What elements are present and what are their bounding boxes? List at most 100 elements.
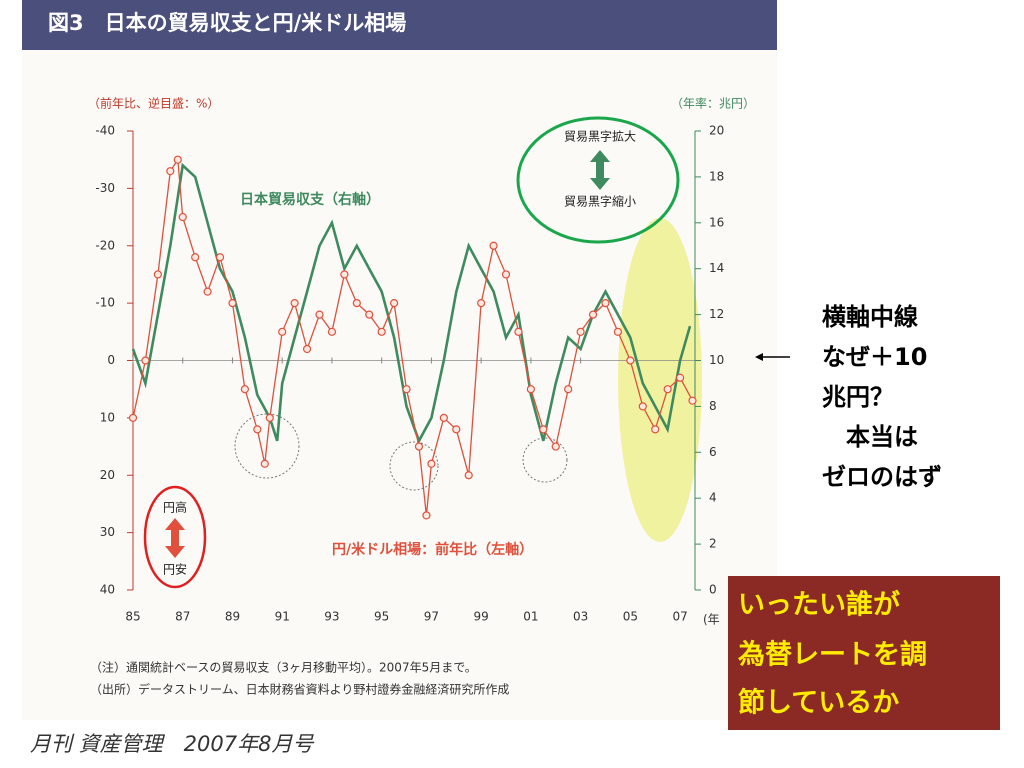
- point: [203, 287, 212, 296]
- x-tick-label: 97: [424, 610, 439, 624]
- point: [626, 356, 635, 365]
- callout: いったい誰が 為替レートを調 節しているか: [738, 589, 927, 719]
- annotation: 円安: [163, 562, 187, 577]
- y2-tick-label: 20: [709, 124, 724, 138]
- point: [526, 385, 535, 394]
- y-tick-label: -20: [95, 238, 115, 252]
- point: [240, 385, 250, 394]
- y-tick-label: -40: [95, 124, 115, 138]
- point: [477, 299, 486, 308]
- y2-tick-label: 10: [709, 353, 724, 367]
- x-tick-label: 91: [275, 610, 290, 624]
- point: [651, 425, 660, 434]
- side-note-line: 横軸中線: [822, 303, 918, 331]
- note: （注）通関統計ベースの貿易収支（3ヶ月移動平均）。2007年5月まで。: [90, 660, 477, 675]
- y2-axis-label: （年率：兆円）: [671, 96, 755, 111]
- series-line: [131, 162, 692, 444]
- point: [290, 299, 299, 308]
- y-tick-label: 30: [100, 525, 115, 539]
- point: [427, 459, 436, 468]
- pointer-arrowhead: [755, 353, 763, 361]
- point: [414, 442, 424, 451]
- y2-tick-label: 18: [709, 169, 724, 183]
- point: [278, 327, 287, 336]
- point: [551, 442, 560, 451]
- callout-line: 為替レートを調: [738, 639, 927, 671]
- side-note-line: ゼロのはず: [822, 463, 942, 491]
- point: [638, 402, 647, 411]
- point: [390, 299, 399, 308]
- y2-tick-label: 0: [709, 583, 717, 597]
- y2-tick-label: 14: [709, 261, 724, 275]
- green-ellipse: [516, 116, 680, 244]
- point: [489, 241, 498, 250]
- point: [576, 327, 585, 336]
- point: [260, 459, 269, 468]
- point: [327, 327, 337, 336]
- point: [352, 299, 361, 308]
- annotation: 円高: [163, 500, 187, 515]
- x-tick-label: 07: [672, 610, 687, 624]
- point: [539, 425, 548, 434]
- side-note-line: 兆円？: [822, 383, 894, 411]
- point: [613, 327, 623, 336]
- x-tick-label: 05: [623, 610, 638, 624]
- y-tick-label: -30: [95, 181, 115, 195]
- y2-tick-label: 12: [709, 307, 724, 321]
- point: [265, 413, 274, 422]
- x-tick-label: 85: [125, 610, 140, 624]
- point: [340, 270, 349, 279]
- highlight-ellipse: [618, 218, 702, 542]
- arrow-icon: [590, 150, 610, 190]
- callout-box: [728, 576, 1000, 730]
- point: [178, 212, 187, 222]
- note: （出所）データストリーム、日本財務省資料より野村證券金融経済研究所作成: [90, 682, 509, 697]
- dotted-circle: [234, 413, 300, 479]
- x-tick-label: 93: [324, 610, 339, 624]
- point: [315, 310, 324, 319]
- red-ellipse: [143, 485, 207, 589]
- x-tick-label: 03: [573, 610, 588, 624]
- title-band: [22, 0, 777, 50]
- point: [173, 155, 182, 164]
- arrow-icon: [165, 518, 185, 558]
- annotation: 貿易黒字拡大: [564, 129, 636, 144]
- point: [564, 385, 573, 394]
- side-note-line: 本当は: [822, 423, 918, 451]
- legend-trade: 日本貿易収支（右軸）: [240, 191, 380, 208]
- point: [402, 385, 411, 394]
- point: [166, 167, 175, 176]
- point: [514, 327, 523, 336]
- side-note: 横軸中線 なぜ＋10 兆円？ 本当は ゼロのはず: [822, 303, 942, 491]
- y-tick-label: -10: [95, 296, 115, 310]
- dotted-circle: [389, 441, 439, 491]
- callout-line: 節しているか: [738, 687, 899, 719]
- point: [365, 310, 374, 319]
- x-tick-label: 89: [225, 610, 240, 624]
- point: [228, 299, 237, 308]
- y-axis-label: （前年比、逆目盛：%）: [88, 96, 219, 111]
- source: 月刊 資産管理 2007年8月号: [30, 732, 314, 756]
- y2-tick-label: 8: [709, 399, 717, 413]
- x-tick-label: 87: [175, 610, 190, 624]
- x-tick-label: 95: [374, 610, 389, 624]
- point: [422, 511, 431, 520]
- y-tick-label: 10: [100, 410, 115, 424]
- x-tick-label: 99: [474, 610, 489, 624]
- dotted-circle: [522, 437, 568, 483]
- y2-tick-label: 16: [709, 215, 724, 229]
- point: [253, 425, 262, 434]
- point: [439, 413, 448, 422]
- point: [588, 310, 598, 319]
- point: [675, 373, 685, 382]
- legend-yen: 円/米ドル相場：前年比（左軸）: [332, 541, 533, 558]
- x-tick-label: 01: [523, 610, 538, 624]
- point: [377, 327, 386, 336]
- y-tick-label: 0: [107, 353, 115, 367]
- y2-tick-label: 4: [709, 491, 717, 505]
- point: [688, 396, 697, 405]
- point: [191, 253, 200, 262]
- point: [663, 385, 672, 394]
